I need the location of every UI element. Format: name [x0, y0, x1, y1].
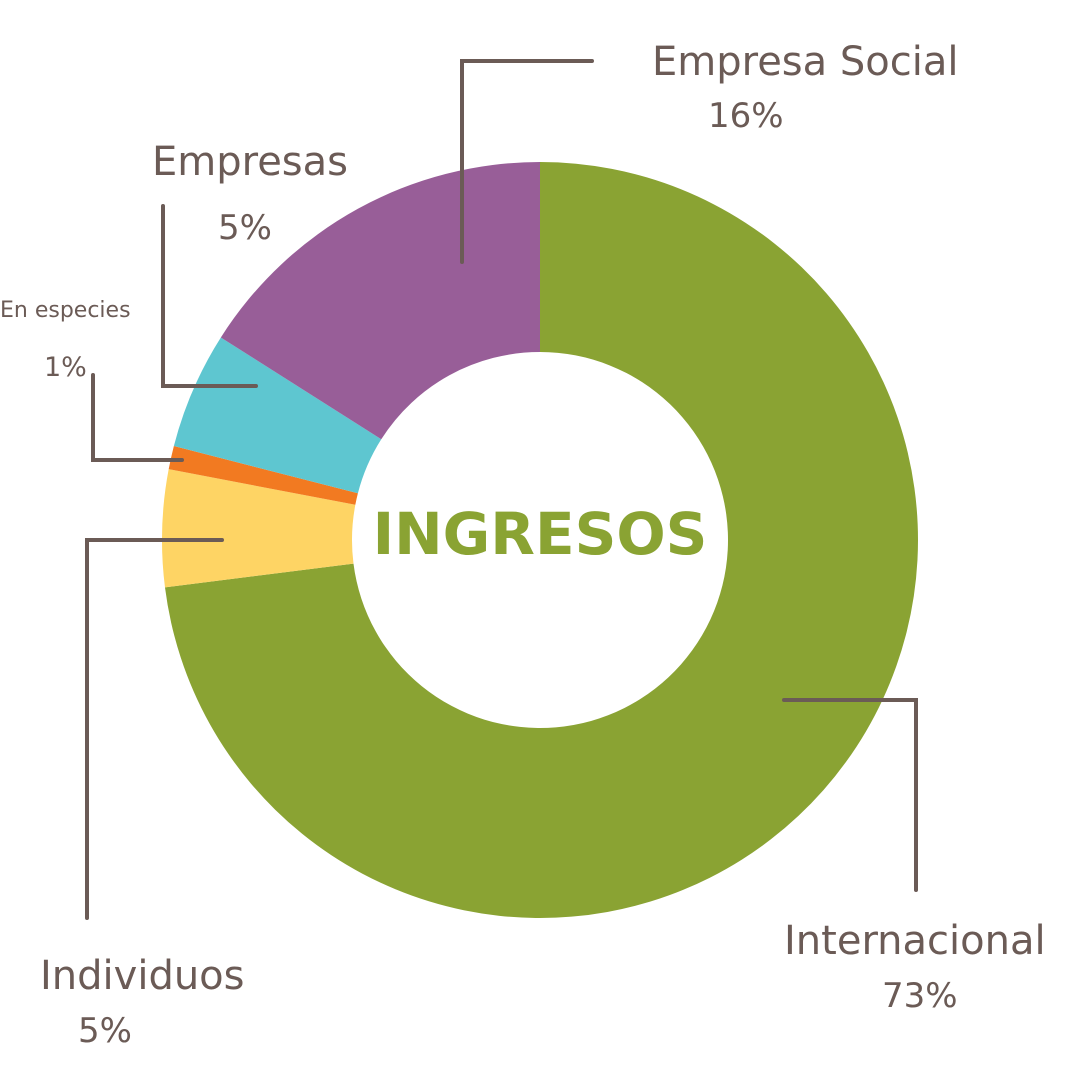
slice-individuos [162, 469, 356, 588]
leader-empresas [161, 204, 258, 388]
leader-empresa-social [460, 59, 594, 264]
value-empresas: 5% [218, 208, 272, 248]
slice-internacional [164, 162, 918, 918]
leader-individuos [85, 538, 224, 920]
value-individuos: 5% [78, 1011, 132, 1051]
label-empresas: Empresas [152, 139, 348, 185]
leader-internacional [782, 698, 918, 892]
label-internacional: Internacional [784, 918, 1046, 964]
value-empresa-social: 16% [708, 96, 784, 136]
slice-empresas [173, 337, 382, 494]
chart-title: INGRESOS [372, 500, 708, 568]
label-empresa-social: Empresa Social [652, 39, 959, 85]
value-en-especies: 1% [44, 352, 87, 383]
value-internacional: 73% [882, 976, 958, 1016]
leader-en-especies [91, 373, 184, 462]
label-en-especies: En especies [0, 298, 131, 323]
slice-en-especies [168, 445, 358, 505]
label-individuos: Individuos [40, 953, 245, 999]
